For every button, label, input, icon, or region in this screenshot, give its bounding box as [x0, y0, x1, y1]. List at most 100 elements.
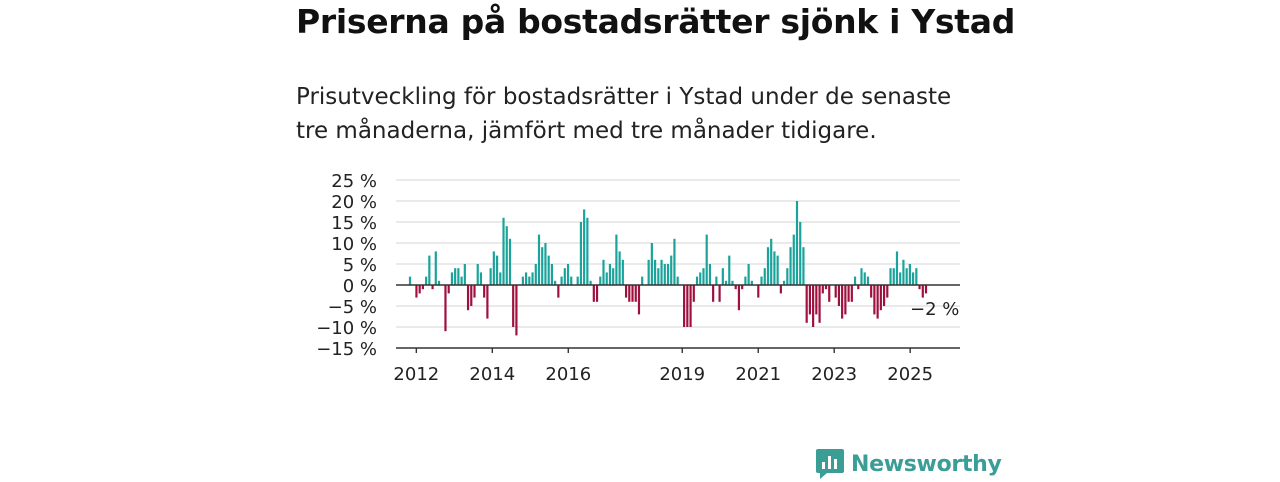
- bar: [741, 285, 744, 290]
- bar: [463, 264, 466, 285]
- bar: [492, 251, 495, 285]
- bar: [624, 285, 628, 298]
- bar: [505, 226, 508, 285]
- bar: [724, 280, 728, 285]
- bar: [821, 285, 824, 294]
- bar: [547, 255, 550, 285]
- x-tick-label: 2021: [735, 364, 781, 385]
- x-tick-label: 2019: [659, 364, 705, 385]
- bar: [541, 247, 544, 285]
- bar: [695, 276, 699, 285]
- bar: [650, 243, 653, 285]
- bar: [850, 285, 853, 302]
- y-tick-label: 10 %: [331, 234, 377, 255]
- bar: [566, 264, 570, 285]
- bar: [437, 280, 441, 285]
- bars: [408, 201, 928, 336]
- newsworthy-logo-icon: [816, 449, 844, 479]
- bar: [699, 272, 702, 285]
- bar: [560, 276, 563, 285]
- bar: [744, 276, 747, 285]
- bar: [899, 272, 902, 285]
- bar: [628, 285, 631, 302]
- bar: [473, 285, 476, 298]
- bar: [544, 243, 547, 285]
- bar: [879, 285, 882, 311]
- bar: [589, 280, 592, 285]
- x-tick-label: 2014: [469, 364, 515, 385]
- bar: [789, 247, 792, 285]
- bar: [476, 264, 479, 285]
- bar: [712, 285, 715, 302]
- bar: [786, 268, 789, 285]
- x-tick-label: 2025: [887, 364, 933, 385]
- bar: [824, 285, 828, 290]
- bar: [599, 276, 602, 285]
- bar: [921, 285, 924, 298]
- bar: [641, 276, 644, 285]
- bar: [621, 259, 624, 285]
- bar: [637, 285, 641, 315]
- bar: [915, 268, 918, 285]
- bar: [805, 285, 808, 323]
- bar: [818, 285, 821, 323]
- bar: [776, 255, 779, 285]
- y-tick-label: −15 %: [316, 339, 377, 360]
- bar: [418, 285, 421, 294]
- bar: [534, 264, 537, 285]
- y-tick-label: 25 %: [331, 171, 377, 192]
- newsworthy-logo[interactable]: Newsworthy: [815, 446, 1002, 482]
- y-tick-label: 5 %: [343, 255, 377, 276]
- y-tick-label: 0 %: [343, 276, 377, 297]
- latest-value-annotation: −2 %: [910, 299, 959, 320]
- bar: [647, 259, 650, 285]
- bar: [870, 285, 873, 298]
- bar: [657, 268, 660, 285]
- bar: [815, 285, 818, 315]
- bar: [834, 285, 837, 298]
- bar: [828, 285, 831, 302]
- bar: [431, 285, 434, 290]
- bar: [486, 285, 489, 319]
- bar: [924, 285, 928, 294]
- bar: [747, 264, 750, 285]
- bar: [857, 285, 860, 290]
- bar: [444, 285, 447, 332]
- x-tick-label: 2023: [811, 364, 857, 385]
- bar: [525, 272, 528, 285]
- bar: [892, 268, 895, 285]
- y-tick-label: 15 %: [331, 213, 377, 234]
- bar: [841, 285, 844, 319]
- bar: [605, 272, 608, 285]
- bar: [808, 285, 811, 315]
- bar: [434, 251, 437, 285]
- bar: [844, 285, 847, 315]
- bar: [760, 276, 763, 285]
- bar: [795, 201, 799, 285]
- bar: [670, 255, 673, 285]
- bar: [537, 234, 541, 285]
- bar: [570, 276, 573, 285]
- bar: [750, 280, 753, 285]
- bar: [479, 272, 483, 285]
- bar: [421, 285, 424, 290]
- bar: [812, 285, 815, 327]
- bar: [731, 280, 734, 285]
- bar: [521, 276, 524, 285]
- bar: [718, 285, 721, 302]
- bar: [528, 276, 531, 285]
- bar: [773, 251, 776, 285]
- y-tick-label: 20 %: [331, 192, 377, 213]
- bar: [660, 259, 663, 285]
- bar: [408, 276, 412, 285]
- bar: [863, 272, 866, 285]
- bar: [734, 285, 737, 290]
- x-tick-label: 2016: [545, 364, 591, 385]
- bar: [425, 276, 428, 285]
- bar: [654, 259, 657, 285]
- chart-title: Priserna på bostadsrätter sjönk i Ystad: [296, 2, 1016, 41]
- bar: [702, 268, 705, 285]
- bar: [612, 268, 615, 285]
- bar: [586, 217, 589, 285]
